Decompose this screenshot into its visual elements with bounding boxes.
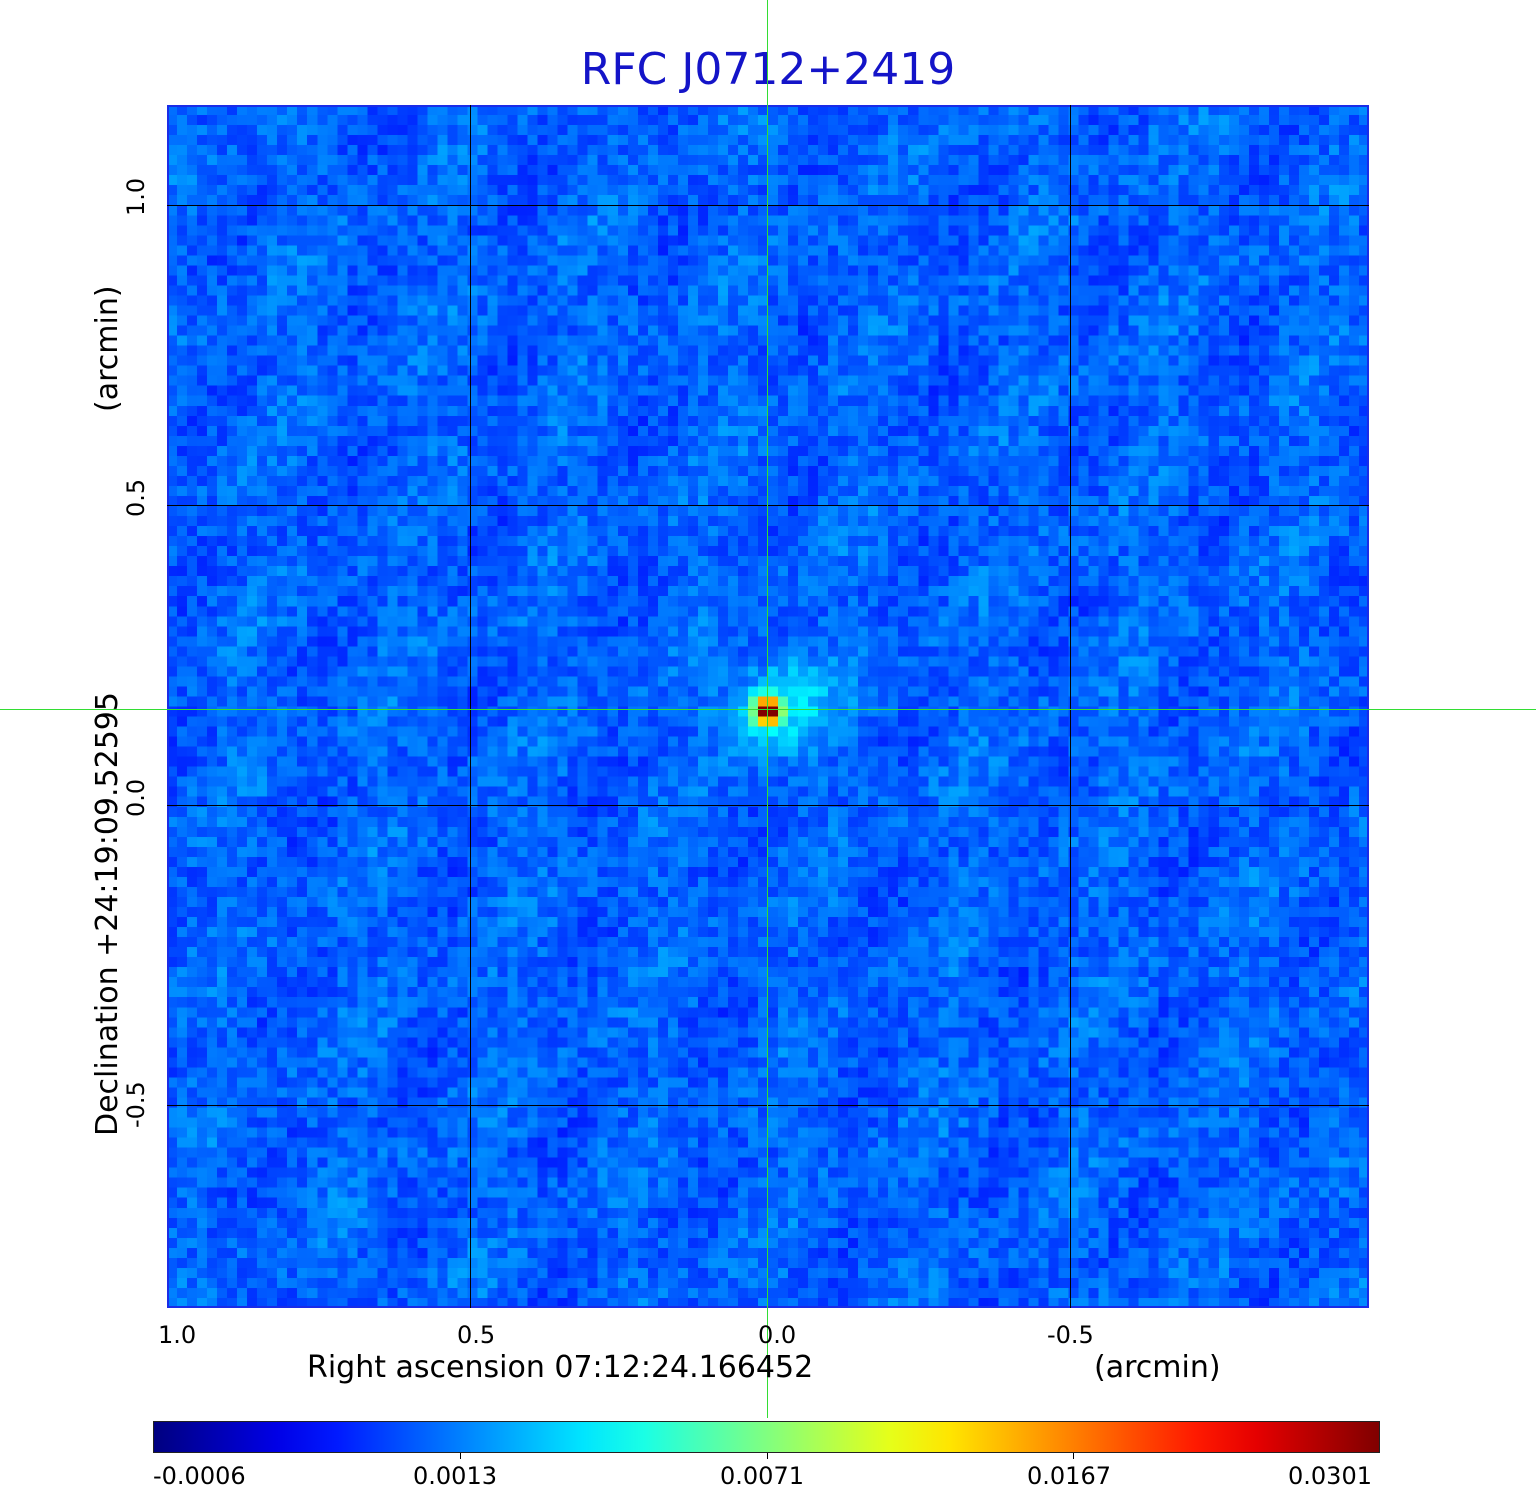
colorbar-tick-label: 0.0013 <box>413 1462 497 1490</box>
x-axis-unit: (arcmin) <box>1094 1350 1221 1385</box>
colorbar <box>153 1421 1380 1453</box>
x-tick-label: 0.5 <box>457 1321 496 1349</box>
chart-title: RFC J0712+2419 <box>580 44 956 95</box>
grid-line-y-0.5 <box>167 505 1369 506</box>
colorbar-tick-label: 0.0071 <box>720 1462 804 1490</box>
colorbar-tick-label: 0.0167 <box>1027 1462 1111 1490</box>
y-tick-label: 0.0 <box>122 778 150 817</box>
y-tick-label: 1.0 <box>122 177 150 216</box>
y-axis-label: Declination +24:19:09.52595 <box>90 692 125 1136</box>
grid-line-y-1.0 <box>167 205 1369 206</box>
y-tick-label: -0.5 <box>122 1081 150 1128</box>
y-tick-label: 0.5 <box>122 478 150 517</box>
grid-line-y-0.0 <box>167 805 1369 806</box>
crosshair-horizontal <box>0 709 1536 710</box>
colorbar-tick-mark <box>460 1453 461 1459</box>
y-axis-unit: (arcmin) <box>90 285 125 412</box>
colorbar-tick-mark <box>1073 1453 1074 1459</box>
grid-line-x-minus-0.5 <box>1070 105 1071 1308</box>
colorbar-tick-label: -0.0006 <box>153 1462 246 1490</box>
grid-line-x-0.5 <box>470 105 471 1308</box>
intensity-heatmap <box>167 105 1369 1308</box>
grid-line-y-minus-0.5 <box>167 1105 1369 1106</box>
colorbar-tick-label: 0.0301 <box>1288 1462 1372 1490</box>
image-map[interactable] <box>167 105 1369 1308</box>
x-tick-label: 1.0 <box>158 1321 197 1349</box>
colorbar-tick-mark <box>767 1453 768 1459</box>
x-tick-label: -0.5 <box>1047 1321 1094 1349</box>
x-axis-label: Right ascension 07:12:24.166452 <box>307 1350 814 1385</box>
x-tick-label: 0.0 <box>758 1321 797 1349</box>
